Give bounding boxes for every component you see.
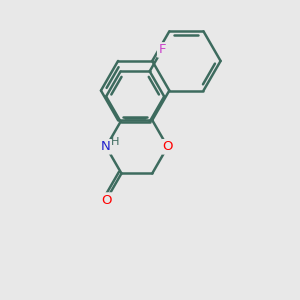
Text: N: N — [101, 140, 111, 153]
Text: F: F — [158, 44, 166, 56]
Text: H: H — [111, 136, 119, 147]
Text: O: O — [101, 194, 111, 207]
Text: O: O — [162, 140, 173, 153]
